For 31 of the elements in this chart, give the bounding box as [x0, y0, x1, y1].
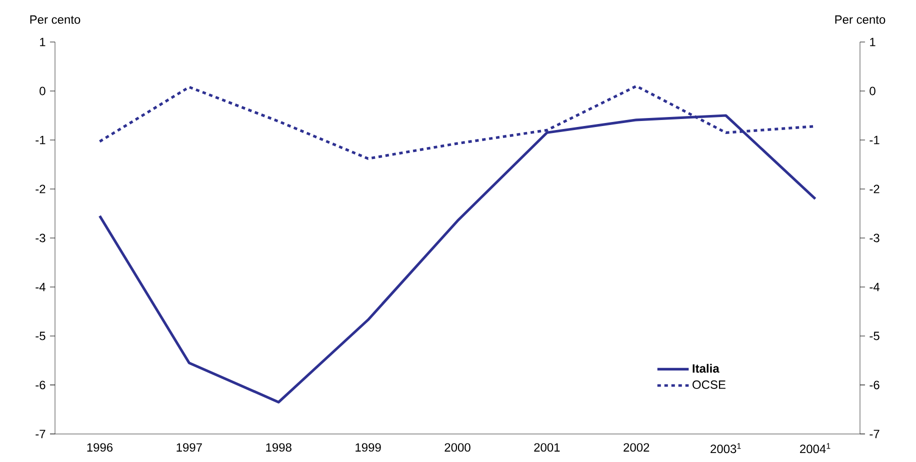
x-tick-label: 1998 [266, 443, 292, 452]
y2-tick-label: 1 [870, 38, 876, 46]
x-tick-label: 2001 [534, 443, 560, 452]
y-tick-label: -2 [36, 184, 46, 194]
y-tick-label: 0 [40, 86, 46, 96]
y2-tick-label: -6 [870, 380, 880, 390]
x-tick-label: 2000 [444, 443, 470, 452]
x-tick-label: 1996 [87, 443, 113, 452]
x-tick-label: 2002 [624, 443, 650, 452]
y2-tick-label: -1 [870, 136, 880, 144]
x-tick-label: 2003$^{1}$ [710, 443, 741, 454]
y2-tick-label: -7 [870, 430, 880, 438]
y-tick-label: -3 [36, 234, 46, 242]
y2-tick-label: -5 [870, 332, 880, 340]
legend-label: Italia [692, 364, 720, 373]
y-axis-title: Per cento [30, 15, 80, 24]
y-tick-label: -1 [36, 136, 46, 144]
x-tick-label: 2004$^{1}$ [800, 443, 830, 454]
legend-label: OCSE [692, 380, 726, 389]
y-tick-label: -5 [36, 332, 46, 340]
y-tick-label: -7 [36, 430, 46, 438]
y2-tick-label: -2 [870, 184, 880, 194]
y-tick-label: 1 [40, 38, 46, 46]
y-tick-label: -4 [36, 282, 46, 292]
y2-tick-label: -3 [870, 234, 880, 242]
y2-tick-label: -4 [870, 282, 880, 292]
y2-axis-title: Per cento [835, 15, 886, 24]
y2-tick-label: 0 [870, 86, 876, 96]
y-tick-label: -6 [36, 380, 46, 390]
x-tick-label: 1999 [356, 443, 381, 452]
x-tick-label: 1997 [176, 443, 202, 452]
